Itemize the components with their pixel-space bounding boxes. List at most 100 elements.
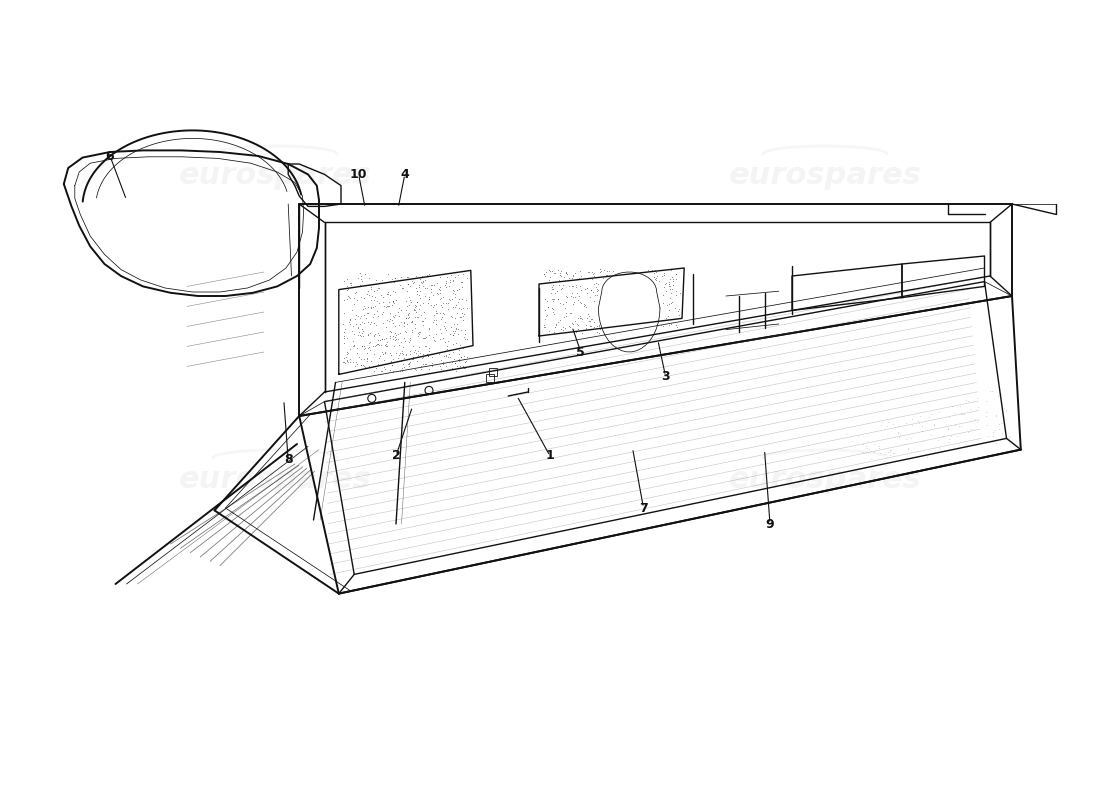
Text: 3: 3	[661, 370, 670, 382]
Point	[969, 415, 987, 428]
Point	[899, 442, 916, 454]
Point	[997, 422, 1014, 434]
Point	[946, 418, 964, 431]
Point	[902, 432, 920, 445]
Text: 2: 2	[392, 450, 400, 462]
Point	[865, 438, 882, 451]
Point	[866, 446, 883, 458]
Text: eurospares: eurospares	[728, 162, 922, 190]
Point	[849, 430, 867, 442]
Point	[959, 394, 977, 407]
Point	[882, 443, 900, 456]
Point	[898, 416, 915, 429]
Point	[984, 436, 1002, 449]
Point	[871, 446, 889, 459]
Point	[870, 439, 888, 452]
Point	[986, 424, 1003, 437]
Point	[950, 420, 968, 433]
Point	[988, 409, 1005, 422]
Point	[855, 438, 872, 450]
Point	[955, 408, 972, 421]
Text: 4: 4	[400, 168, 409, 181]
Point	[862, 452, 880, 465]
Point	[993, 427, 1011, 440]
Point	[881, 415, 899, 428]
Point	[921, 410, 938, 423]
Point	[914, 434, 932, 447]
Point	[983, 385, 1001, 398]
Text: 9: 9	[766, 518, 774, 530]
Point	[890, 420, 908, 433]
Text: 10: 10	[350, 168, 367, 181]
Point	[881, 446, 899, 458]
Point	[854, 446, 871, 458]
Point	[889, 426, 906, 438]
Point	[860, 442, 878, 455]
Point	[962, 423, 980, 436]
Text: eurospares: eurospares	[728, 466, 922, 494]
Point	[925, 418, 943, 430]
Point	[903, 413, 921, 426]
Point	[939, 410, 957, 423]
Point	[984, 430, 1002, 442]
Point	[857, 439, 874, 452]
Point	[983, 426, 1001, 438]
Point	[998, 430, 1015, 443]
Point	[913, 425, 931, 438]
Text: eurospares: eurospares	[178, 162, 372, 190]
Text: 7: 7	[639, 502, 648, 514]
Point	[939, 433, 957, 446]
Point	[877, 447, 894, 460]
Point	[911, 410, 928, 422]
Point	[910, 414, 927, 427]
Point	[978, 406, 996, 418]
Point	[878, 420, 895, 433]
Text: 8: 8	[284, 454, 293, 466]
Point	[884, 446, 902, 459]
Point	[931, 406, 948, 418]
Point	[977, 410, 994, 422]
Point	[870, 442, 888, 454]
Point	[898, 433, 915, 446]
Point	[938, 422, 956, 434]
Point	[959, 425, 977, 438]
Point	[843, 434, 860, 447]
Point	[990, 390, 1008, 402]
Point	[911, 417, 928, 430]
Point	[946, 407, 964, 420]
Point	[881, 443, 899, 456]
Text: 5: 5	[576, 346, 585, 358]
Point	[889, 427, 906, 440]
Point	[961, 402, 979, 415]
Point	[879, 446, 896, 458]
Point	[968, 391, 986, 404]
Point	[940, 435, 958, 448]
Point	[978, 418, 996, 431]
Point	[953, 407, 970, 420]
Point	[899, 442, 916, 455]
Point	[892, 427, 910, 440]
Point	[969, 401, 987, 414]
Text: eurospares: eurospares	[178, 466, 372, 494]
Point	[996, 402, 1013, 414]
Point	[913, 420, 931, 433]
Bar	[488, 368, 497, 376]
Point	[990, 418, 1008, 430]
Point	[917, 450, 935, 463]
Bar	[485, 374, 494, 382]
Point	[896, 438, 914, 450]
Point	[837, 428, 855, 441]
Point	[987, 409, 1004, 422]
Point	[939, 422, 957, 435]
Point	[952, 399, 969, 412]
Point	[992, 387, 1010, 400]
Point	[953, 419, 970, 432]
Text: 6: 6	[106, 150, 114, 162]
Point	[890, 430, 908, 443]
Point	[957, 394, 975, 406]
Point	[934, 429, 952, 442]
Point	[903, 418, 921, 431]
Point	[930, 434, 947, 446]
Point	[931, 442, 948, 455]
Point	[874, 454, 892, 467]
